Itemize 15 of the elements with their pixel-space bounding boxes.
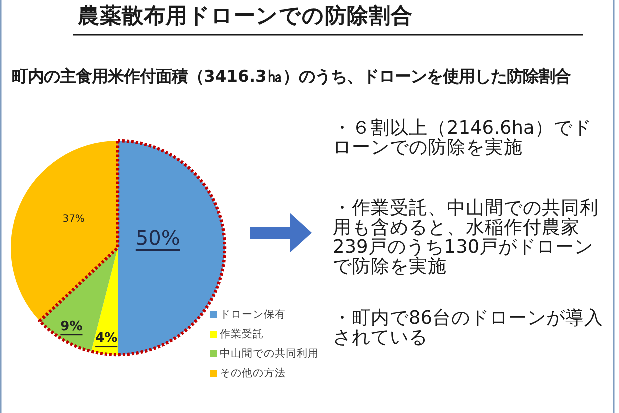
- data-label: 4%: [96, 330, 118, 346]
- pie-slice: [11, 141, 118, 322]
- data-label: 9%: [60, 318, 83, 334]
- data-label: 37%: [62, 213, 85, 224]
- legend-label: その他の方法: [220, 366, 286, 380]
- chart-title: 農薬散布用ドローンでの防除割合: [77, 4, 413, 28]
- chart-subtitle: 町内の主食用米作付面積（3416.3㏊）のうち、ドローンを使用した防除割合: [12, 66, 571, 86]
- pie-slice: [40, 248, 118, 352]
- legend-label: ドローン保有: [220, 309, 286, 321]
- data-label: 50%: [136, 226, 180, 250]
- text: ・６割以上（2146.6ha）でドローンでの防除を実施: [333, 118, 592, 158]
- legend-label: 作業受託: [219, 328, 264, 340]
- legend-label: 中山間での共同利用: [220, 347, 319, 360]
- text: ・作業受託、中山間での共同利用も含めると、水稲作付農家239戸のうち130戸がドローンで防除を実施: [333, 198, 599, 277]
- text: ・町内で86台のドローンが導入されている: [333, 306, 604, 348]
